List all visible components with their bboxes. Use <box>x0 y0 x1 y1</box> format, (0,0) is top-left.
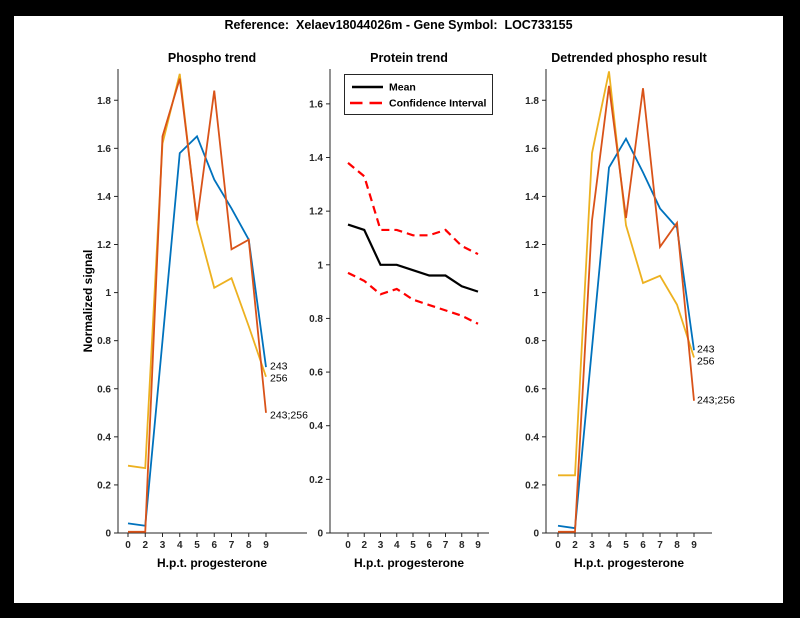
x-tick-label: 8 <box>674 540 680 551</box>
x-tick-label: 5 <box>194 540 200 551</box>
annotation-243-256-detrended: 243;256 <box>697 395 735 407</box>
series-annotations: 243 256 243;256 243 256 243;256 <box>270 344 735 422</box>
legend-label-mean: Mean <box>389 82 416 94</box>
x-tick-label: 3 <box>160 540 166 551</box>
x-tick-label: 6 <box>211 540 217 551</box>
annotation-243-256-phospho: 243;256 <box>270 410 308 422</box>
x-tick-label: 3 <box>589 540 595 551</box>
legend-label-confidence-interval: Confidence Interval <box>389 98 487 110</box>
y-tick-label: 1 <box>105 288 111 299</box>
y-tick-label: 1.6 <box>97 144 111 155</box>
subplot1-xlabel: H.p.t. progesterone <box>156 556 268 570</box>
series-line-243-256 <box>128 78 267 533</box>
series-line-243-256 <box>558 85 695 533</box>
x-tick-label: 4 <box>394 540 400 551</box>
y-tick-label: 1.2 <box>525 240 539 251</box>
y-tick-label: 0.8 <box>309 314 323 325</box>
y-tick-label: 1.8 <box>97 96 111 107</box>
series-line-243 <box>127 134 267 527</box>
y-tick-label: 0 <box>533 529 539 540</box>
y-tick-label: 0.4 <box>97 432 111 443</box>
y-tick-label: 0.4 <box>525 432 539 443</box>
x-tick-label: 9 <box>691 540 697 551</box>
y-tick-label: 1.8 <box>525 96 539 107</box>
y-tick-label: 0.6 <box>525 384 539 395</box>
y-tick-label: 0.6 <box>309 368 323 379</box>
x-tick-label: 4 <box>606 540 612 551</box>
annotation-243-detrended: 243 <box>697 344 715 356</box>
y-tick-label: 0.8 <box>97 336 111 347</box>
subplot1-title: Phospho trend <box>167 51 257 65</box>
generated-plot-layer: 00.20.40.60.811.21.41.61.80 2 3 4 5 6 7 8 900.20… <box>97 69 712 551</box>
x-tick-label: 7 <box>229 540 235 551</box>
y-tick-label: 0.8 <box>525 336 539 347</box>
y-tick-label: 1.2 <box>97 240 111 251</box>
legend-box <box>344 74 493 115</box>
series-line-256 <box>127 73 267 470</box>
x-tick-label: 6 <box>640 540 646 551</box>
x-tick-label: 8 <box>246 540 252 551</box>
annotation-256-detrended: 256 <box>697 356 715 368</box>
y-tick-label: 0.2 <box>309 475 323 486</box>
x-tick-label: 2 <box>572 540 578 551</box>
y-tick-label: 1 <box>317 260 323 271</box>
x-tick-label: 0 <box>125 540 131 551</box>
y-tick-label: 0.4 <box>309 421 323 432</box>
y-tick-label: 1.6 <box>309 99 323 110</box>
y-tick-label: 1.6 <box>525 144 539 155</box>
x-tick-label: 3 <box>378 540 384 551</box>
series-line-Confidence-Interval-upper <box>347 162 479 256</box>
series-line-243 <box>557 136 695 530</box>
y-tick-label: 0.2 <box>525 480 539 491</box>
subplot2-xlabel: H.p.t. progesterone <box>353 556 465 570</box>
series-line-Mean <box>347 223 479 293</box>
x-tick-label: 7 <box>657 540 663 551</box>
y-tick-label: 0.2 <box>97 480 111 491</box>
y-tick-label: 1.4 <box>525 192 539 203</box>
y-tick-label: 0.6 <box>97 384 111 395</box>
subplot-3: 00.20.40.60.811.21.41.61.80 2 3 4 5 6 7 8 9 <box>525 69 712 551</box>
x-tick-label: 9 <box>263 540 269 551</box>
y-tick-label: 0 <box>105 529 111 540</box>
x-tick-label: 0 <box>555 540 561 551</box>
subplot-2: 00.20.40.60.811.21.41.60 2 3 4 5 6 7 8 9 <box>309 69 489 551</box>
y-tick-label: 1.4 <box>309 153 323 164</box>
axis-lines <box>329 69 489 534</box>
annotation-256-phospho: 256 <box>270 373 288 385</box>
y-tick-label: 1 <box>533 288 539 299</box>
subplot-1: 00.20.40.60.811.21.41.61.80 2 3 4 5 6 7 8 9 <box>97 69 307 551</box>
x-tick-label: 8 <box>459 540 465 551</box>
x-tick-label: 9 <box>475 540 481 551</box>
x-tick-label: 0 <box>345 540 351 551</box>
series-line-256 <box>558 71 695 477</box>
y-tick-label: 1.2 <box>309 207 323 218</box>
subplot3-xlabel: H.p.t. progesterone <box>573 556 685 570</box>
annotation-243-phospho: 243 <box>270 361 288 373</box>
figure-title: Reference: Xelaev18044026m - Gene Symbol… <box>224 18 573 32</box>
subplot3-title: Detrended phospho result <box>551 51 707 65</box>
x-tick-label: 5 <box>623 540 629 551</box>
subplot2-title: Protein trend <box>370 51 448 65</box>
series-line-Confidence-Interval-lower <box>347 271 479 325</box>
x-tick-label: 2 <box>142 540 148 551</box>
x-tick-label: 4 <box>177 540 183 551</box>
y-tick-label: 0 <box>317 529 323 540</box>
x-tick-label: 6 <box>426 540 432 551</box>
x-tick-label: 7 <box>443 540 449 551</box>
y-tick-label: 1.4 <box>97 192 111 203</box>
legend: Mean Confidence Interval <box>344 74 493 115</box>
x-tick-label: 2 <box>361 540 367 551</box>
x-tick-label: 5 <box>410 540 416 551</box>
